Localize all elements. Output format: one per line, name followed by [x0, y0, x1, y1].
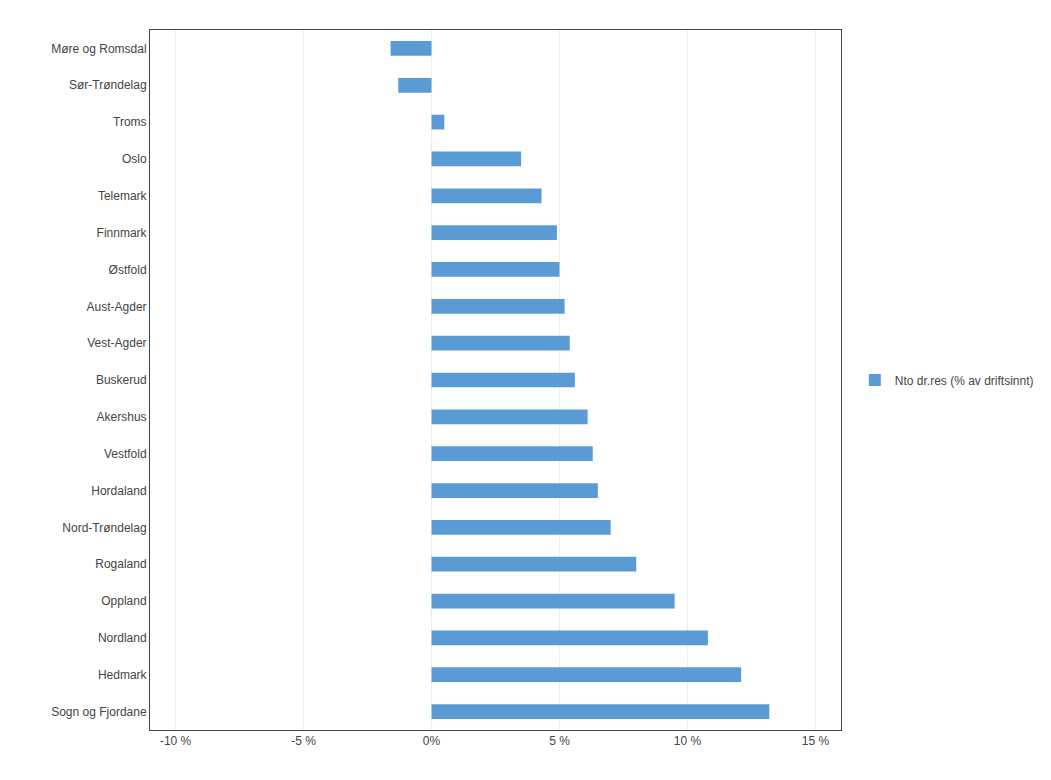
svg-text:Rogaland: Rogaland	[95, 557, 146, 571]
svg-text:Telemark: Telemark	[98, 189, 148, 203]
svg-text:Akershus: Akershus	[97, 410, 147, 424]
svg-text:Hordaland: Hordaland	[91, 484, 146, 498]
svg-text:-10 %: -10 %	[160, 734, 192, 748]
svg-text:Buskerud: Buskerud	[96, 373, 147, 387]
svg-text:Møre og Romsdal: Møre og Romsdal	[51, 42, 146, 56]
svg-text:Hedmark: Hedmark	[98, 668, 148, 682]
svg-text:Aust-Agder: Aust-Agder	[87, 300, 147, 314]
svg-text:Vestfold: Vestfold	[104, 447, 147, 461]
svg-text:Vest-Agder: Vest-Agder	[87, 336, 146, 350]
svg-text:Troms: Troms	[113, 115, 147, 129]
svg-text:Østfold: Østfold	[109, 263, 147, 277]
svg-text:0%: 0%	[423, 734, 441, 748]
svg-text:Nto dr.res (% av driftsinnt): Nto dr.res (% av driftsinnt)	[895, 374, 1034, 388]
svg-text:Oppland: Oppland	[101, 594, 146, 608]
svg-text:Finnmark: Finnmark	[97, 226, 148, 240]
svg-text:Nord-Trøndelag: Nord-Trøndelag	[62, 521, 146, 535]
svg-text:10 %: 10 %	[674, 734, 702, 748]
svg-text:15 %: 15 %	[802, 734, 830, 748]
svg-text:-5 %: -5 %	[291, 734, 316, 748]
svg-text:Sør-Trøndelag: Sør-Trøndelag	[69, 78, 147, 92]
svg-text:Nordland: Nordland	[98, 631, 147, 645]
svg-text:5 %: 5 %	[549, 734, 570, 748]
svg-text:Oslo: Oslo	[122, 152, 147, 166]
svg-text:Sogn og Fjordane: Sogn og Fjordane	[51, 705, 147, 719]
